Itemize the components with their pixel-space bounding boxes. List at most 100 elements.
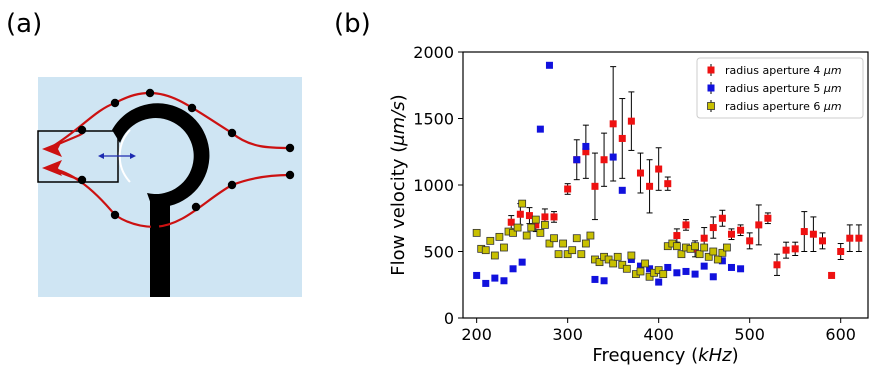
- data-point-series-2: [718, 257, 726, 265]
- data-point-series-2: [473, 271, 481, 279]
- y-tick-label: 500: [423, 243, 454, 262]
- data-point-series-3: [723, 243, 731, 252]
- data-point-series-3: [522, 231, 531, 240]
- data-point-series-2: [655, 278, 663, 286]
- oscillation-arrow-left-head: [98, 153, 104, 159]
- data-point-series-3: [654, 266, 663, 275]
- data-point-series-3: [609, 259, 618, 268]
- data-point-series-3: [672, 242, 681, 251]
- data-point-series-1: [682, 221, 690, 229]
- flow-node: [187, 103, 197, 113]
- data-point-series-3: [572, 234, 581, 243]
- data-point-series-3: [613, 252, 622, 261]
- data-point-series-3: [691, 242, 699, 251]
- data-point-series-1: [507, 218, 515, 226]
- data-point-series-1: [800, 228, 808, 236]
- plot-frame: [462, 51, 869, 319]
- data-point-series-1: [727, 230, 735, 238]
- data-point-series-2: [682, 267, 690, 275]
- data-point-series-1: [846, 234, 854, 242]
- data-point-series-1: [525, 212, 533, 220]
- legend-entry: radius aperture 5 μm: [725, 82, 842, 95]
- y-tick-label: 1000: [413, 176, 454, 195]
- data-point-series-1: [809, 230, 817, 238]
- x-tick-label: 600: [825, 325, 856, 344]
- data-point-series-3: [518, 199, 527, 208]
- data-point-series-2: [573, 156, 581, 164]
- ring-electrode: [112, 103, 210, 208]
- data-point-series-3: [550, 234, 558, 243]
- data-point-series-1: [718, 214, 726, 222]
- flow-node: [285, 143, 295, 153]
- legend-entry: radius aperture 6 μm: [725, 100, 842, 113]
- data-point-series-3: [641, 259, 649, 268]
- data-point-series-3: [495, 232, 504, 241]
- data-point-series-3: [645, 272, 654, 281]
- data-point-series-3: [541, 220, 549, 229]
- data-point-series-3: [559, 239, 568, 248]
- legend-marker: [707, 102, 715, 110]
- flow-node: [77, 125, 87, 135]
- data-point-series-3: [618, 260, 627, 269]
- data-point-series-3: [709, 247, 718, 256]
- data-point-series-1: [516, 210, 524, 218]
- data-point-series-2: [636, 262, 644, 270]
- legend-box: [696, 57, 864, 119]
- data-point-series-1: [564, 185, 572, 193]
- data-point-series-3: [695, 250, 704, 259]
- data-point-series-1: [541, 213, 549, 221]
- data-point-series-3: [704, 252, 713, 261]
- electrode-stem: [150, 200, 170, 297]
- data-point-series-2: [737, 265, 745, 273]
- data-point-series-1: [627, 117, 635, 125]
- data-point-series-1: [646, 182, 654, 190]
- data-markers: [472, 61, 863, 287]
- data-point-series-3: [481, 246, 490, 255]
- data-point-series-2: [509, 265, 517, 273]
- data-point-series-3: [677, 250, 686, 259]
- data-point-series-2: [609, 153, 617, 161]
- data-point-series-3: [622, 264, 631, 273]
- data-point-series-2: [673, 269, 681, 277]
- data-point-series-1: [673, 232, 681, 240]
- data-point-series-3: [718, 248, 727, 257]
- x-axis-ticks: 200 300 400 500 600: [461, 318, 856, 344]
- data-point-series-3: [536, 228, 545, 237]
- data-point-series-1: [791, 245, 799, 253]
- data-point-series-3: [577, 250, 586, 259]
- data-point-series-2: [591, 275, 599, 283]
- data-point-series-1: [709, 224, 717, 232]
- data-point-series-1: [591, 182, 599, 190]
- flow-node: [110, 98, 120, 108]
- data-point-series-1: [837, 248, 845, 255]
- data-point-series-3: [713, 255, 722, 264]
- data-point-series-3: [490, 251, 499, 260]
- x-axis-label: Frequency (kHz): [592, 345, 738, 366]
- data-point-series-3: [527, 223, 536, 232]
- y-tick-label: 0: [444, 309, 454, 328]
- data-point-series-3: [627, 251, 636, 260]
- data-point-series-3: [500, 243, 508, 252]
- data-point-series-3: [586, 231, 595, 240]
- data-point-series-1: [746, 237, 754, 245]
- panel-a-label: (a): [6, 9, 42, 39]
- y-axis-ticks: 0 500 1000 1500 2000: [413, 43, 463, 328]
- x-tick-label: 400: [643, 325, 674, 344]
- data-point-series-2: [646, 265, 654, 273]
- data-point-series-1: [655, 165, 663, 173]
- flow-node: [110, 210, 120, 220]
- data-point-series-2: [627, 255, 635, 263]
- data-point-series-1: [773, 261, 781, 269]
- data-point-series-3: [531, 215, 540, 224]
- data-point-series-1: [532, 221, 540, 229]
- flow-node: [227, 180, 237, 190]
- data-point-series-2: [600, 277, 608, 285]
- data-point-series-2: [700, 262, 708, 270]
- data-point-series-3: [659, 270, 668, 279]
- flow-node: [77, 175, 87, 185]
- data-point-series-2: [691, 270, 699, 278]
- flow-nodes: [77, 88, 295, 232]
- data-point-series-1: [828, 271, 836, 279]
- oscillation-arrow-right-head: [130, 153, 136, 159]
